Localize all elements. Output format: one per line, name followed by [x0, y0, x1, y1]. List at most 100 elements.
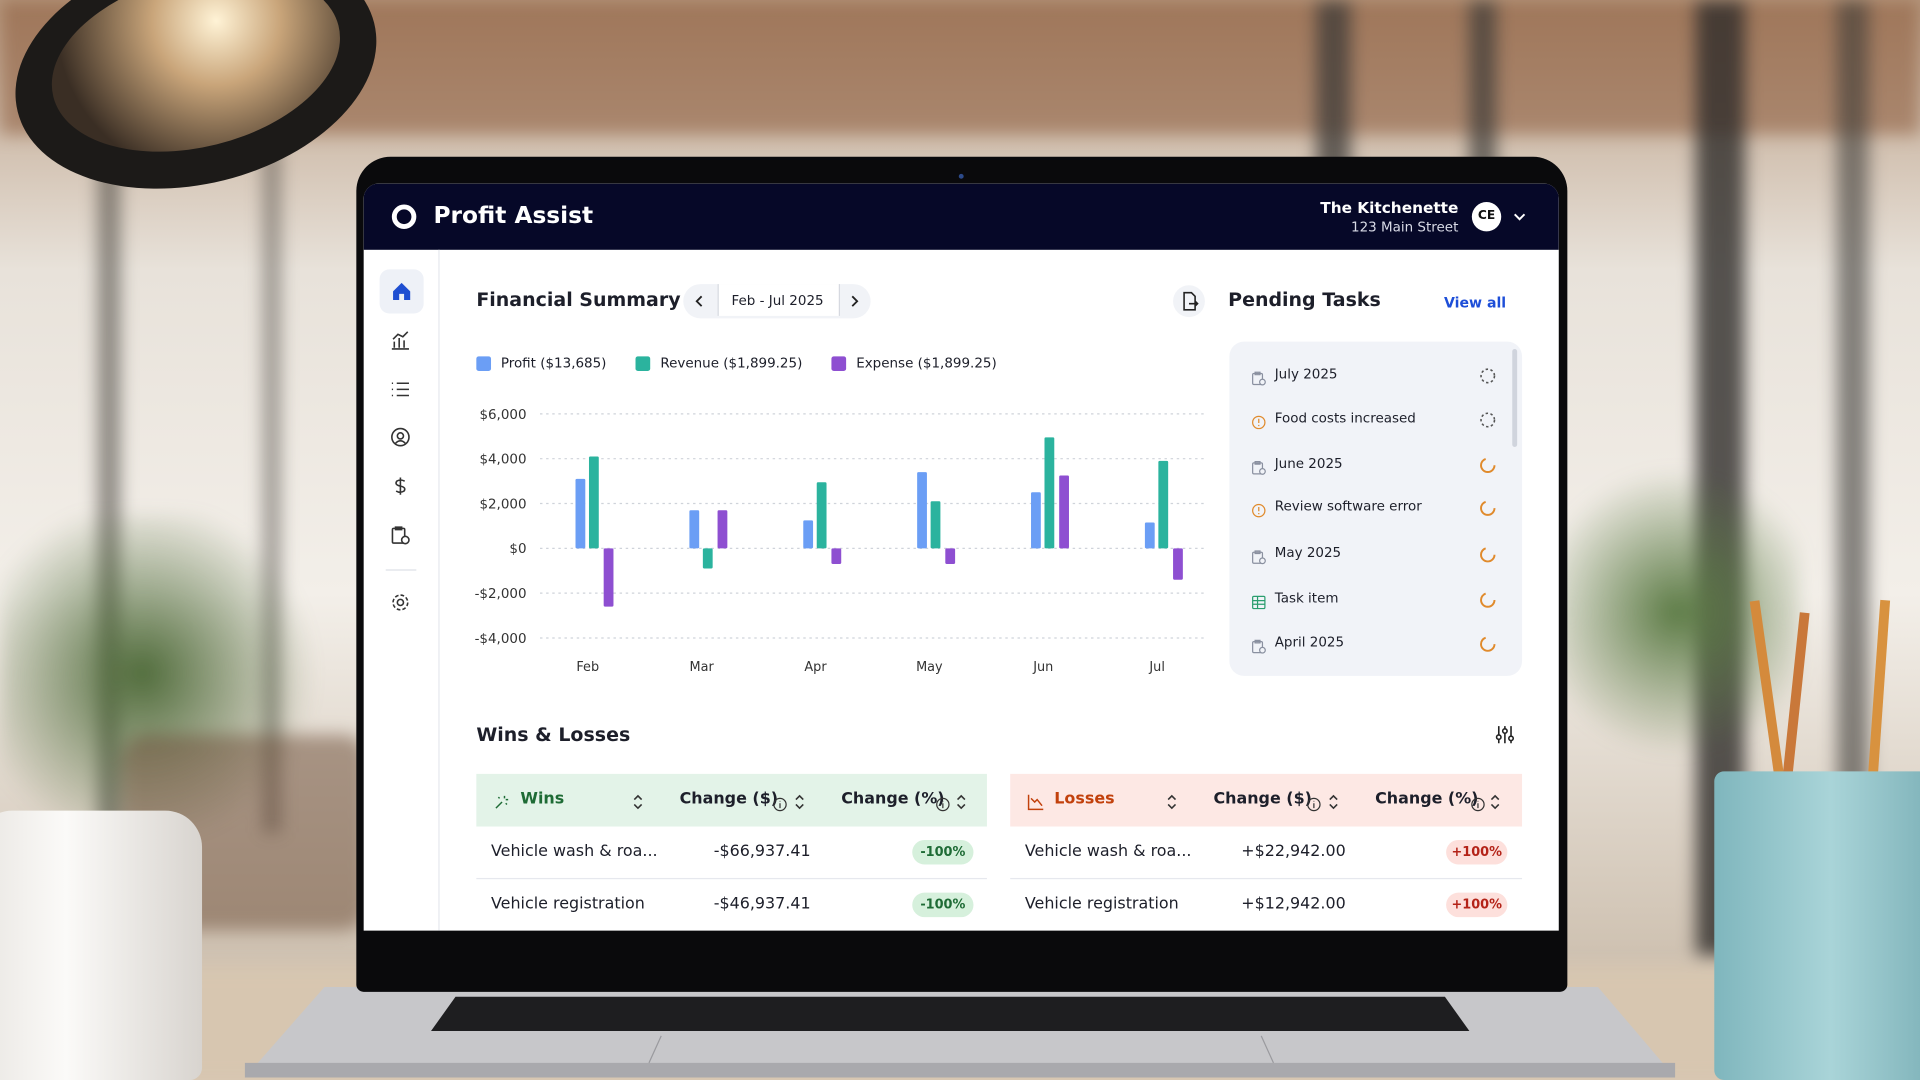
row-name: Vehicle wash & roa... [1024, 842, 1192, 861]
legend-swatch [831, 355, 847, 371]
bar [702, 548, 713, 569]
nav-goals[interactable] [391, 427, 411, 447]
date-divider [717, 284, 841, 316]
bar [930, 501, 941, 549]
legend-item: Expense ($1,899.25) [831, 355, 997, 372]
bar [603, 548, 614, 607]
task-label[interactable]: June 2025 [1274, 455, 1343, 472]
table-header [476, 773, 987, 827]
sort-button[interactable] [1327, 792, 1339, 815]
column-header: Losses [1054, 789, 1115, 809]
task-status [1479, 634, 1496, 657]
row-name: Vehicle wash & roa... [491, 842, 658, 861]
nav-reports[interactable] [391, 331, 411, 351]
logo [391, 204, 417, 229]
bar [917, 472, 927, 549]
row-change-percent: -100% [912, 840, 974, 865]
task-icon [1251, 411, 1266, 434]
y-tick-label: -$4,000 [475, 632, 527, 647]
task-label[interactable]: Review software error [1274, 498, 1422, 515]
info-icon [1307, 793, 1322, 816]
sort-button[interactable] [632, 792, 644, 815]
scrollbar [1512, 348, 1518, 447]
bar [831, 548, 842, 565]
business-name: The Kitchenette [1320, 198, 1459, 217]
task-label[interactable]: July 2025 [1274, 366, 1338, 383]
nav-tasks[interactable] [391, 525, 411, 545]
task-status [1479, 590, 1496, 613]
x-tick-label: Jun [1032, 660, 1053, 675]
task-icon [1251, 367, 1266, 390]
row-change-percent: -100% [912, 892, 974, 918]
nav-settings[interactable] [391, 593, 411, 613]
column-header: Change (%) [841, 789, 945, 809]
account-dropdown[interactable] [1512, 209, 1527, 224]
y-tick-label: -$2,000 [475, 587, 527, 602]
app-name: Profit Assist [433, 202, 594, 229]
row-name: Vehicle registration [1024, 895, 1179, 914]
nav-list[interactable] [391, 380, 411, 400]
legend-item: Profit ($13,685) [476, 355, 606, 371]
task-icon [1251, 457, 1266, 480]
bar [1144, 522, 1155, 549]
nav-finance[interactable] [391, 476, 411, 496]
bar [575, 478, 586, 549]
task-icon [1251, 500, 1266, 523]
task-label[interactable]: Task item [1274, 590, 1339, 607]
avatar[interactable]: CE [1471, 202, 1502, 232]
table-icon [493, 792, 510, 815]
view-all-link[interactable]: View all [1444, 293, 1507, 312]
sort-button[interactable] [1489, 792, 1501, 815]
row-change-amount: -$46,937.41 [713, 895, 811, 914]
sidebar-divider [385, 569, 417, 571]
info-icon [1471, 793, 1486, 816]
y-tick-label: $2,000 [479, 497, 526, 512]
column-header: Wins [520, 789, 565, 809]
tasks-panel [1229, 341, 1523, 676]
date-prev[interactable] [692, 294, 707, 309]
legend-label: Revenue ($1,899.25) [660, 355, 803, 372]
legend-swatch [476, 355, 492, 371]
export-button[interactable] [1173, 285, 1205, 318]
task-label[interactable]: Food costs increased [1274, 410, 1416, 427]
sort-button[interactable] [1166, 792, 1178, 815]
legend-label: Expense ($1,899.25) [856, 355, 997, 372]
column-header: Change (%) [1375, 789, 1479, 809]
pencil-holder [1714, 771, 1920, 1080]
task-icon [1251, 591, 1266, 614]
panel-title: Pending Tasks [1228, 288, 1381, 312]
bar [717, 510, 728, 549]
row-divider [476, 877, 987, 880]
mug [0, 810, 203, 1080]
x-tick-label: Apr [804, 660, 827, 675]
filter-button[interactable] [1495, 725, 1515, 745]
task-label[interactable]: April 2025 [1274, 634, 1345, 651]
task-label[interactable]: May 2025 [1274, 544, 1342, 561]
table-header [1010, 773, 1523, 827]
bar [588, 456, 599, 549]
nav-home[interactable] [379, 269, 424, 314]
legend-label: Profit ($13,685) [500, 355, 607, 372]
sort-button[interactable] [793, 792, 805, 815]
bar [816, 482, 827, 549]
x-tick-label: May [916, 660, 943, 675]
date-next[interactable] [847, 294, 862, 309]
row-change-amount: +$12,942.00 [1241, 895, 1346, 914]
row-divider [1010, 877, 1523, 880]
task-status [1479, 545, 1496, 568]
info-icon [936, 793, 951, 816]
row-change-amount: +$22,942.00 [1241, 842, 1346, 861]
task-status [1479, 410, 1496, 433]
x-tick-label: Mar [690, 660, 715, 675]
x-tick-label: Feb [576, 660, 599, 675]
bar [945, 548, 956, 565]
column-header: Change ($) [679, 789, 779, 809]
sort-button[interactable] [955, 792, 967, 815]
y-tick-label: $6,000 [479, 408, 526, 423]
sidebar [364, 249, 440, 931]
row-name: Vehicle registration [491, 895, 645, 914]
bar [1031, 492, 1041, 549]
bar [803, 520, 814, 549]
